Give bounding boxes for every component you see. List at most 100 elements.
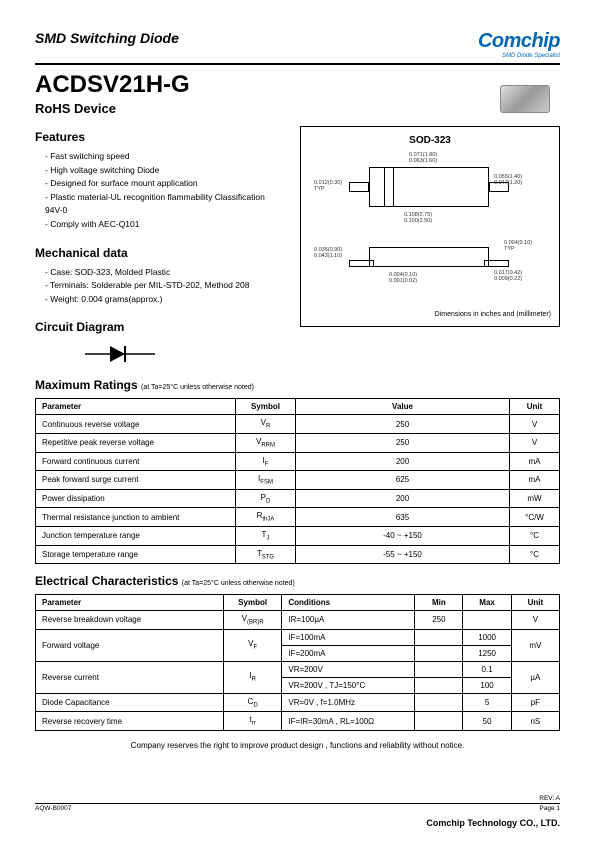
cell-max <box>463 611 511 630</box>
cell-max: 5 <box>463 693 511 712</box>
feature-item: Designed for surface mount application <box>45 177 285 191</box>
logo-text: Comchip <box>478 30 560 53</box>
cell-symbol: VRRM <box>236 433 296 452</box>
cell-param: Forward voltage <box>36 629 224 661</box>
cell-param: Power dissipation <box>36 489 236 508</box>
package-outline: SOD-323 0.071(1.80)0.063(1.60) 0.055(1.4… <box>300 126 560 327</box>
cell-param: Reverse breakdown voltage <box>36 611 224 630</box>
table-row: Continuous reverse voltage VR 250 V <box>36 415 560 434</box>
cell-value: -40 ~ +150 <box>296 526 510 545</box>
dim-label: 0.035(0.90)0.043(1.10) <box>314 247 342 259</box>
cell-value: 250 <box>296 433 510 452</box>
cell-symbol: TJ <box>236 526 296 545</box>
header-row: SMD Switching Diode Comchip SMD Diode Sp… <box>35 30 560 65</box>
dim-label: 0.012(0.30)TYP <box>314 180 342 192</box>
dim-label: 0.108(2.75)0.100(2.50) <box>404 212 432 224</box>
footer-note: Company reserves the right to improve pr… <box>35 741 560 750</box>
product-image <box>500 85 550 113</box>
table-row: Forward continuous current IF 200 mA <box>36 452 560 471</box>
table-header-row: Parameter Symbol Value Unit <box>36 399 560 415</box>
table-row: Reverse breakdown voltageV(BR)RIR=100µA2… <box>36 611 560 630</box>
cell-unit: nS <box>511 712 559 731</box>
th-cond: Conditions <box>282 595 415 611</box>
cell-unit: V <box>511 611 559 630</box>
left-column: Features Fast switching speed High volta… <box>35 116 285 368</box>
dim-label: 0.004(0.10)TYP <box>504 240 532 252</box>
cell-min <box>415 629 463 645</box>
cell-unit: °C <box>510 526 560 545</box>
cell-unit: V <box>510 433 560 452</box>
circuit-title: Circuit Diagram <box>35 320 285 334</box>
cell-param: Peak forward surge current <box>36 471 236 490</box>
cell-symbol: IF <box>236 452 296 471</box>
part-number: ACDSV21H-G <box>35 71 560 99</box>
cell-param: Diode Capacitance <box>36 693 224 712</box>
cell-value: 250 <box>296 415 510 434</box>
cell-cond: VR=200V <box>282 661 415 677</box>
table-header-row: Parameter Symbol Conditions Min Max Unit <box>36 595 560 611</box>
cell-symbol: VF <box>223 629 281 661</box>
th-unit: Unit <box>510 399 560 415</box>
cell-max: 1000 <box>463 629 511 645</box>
cell-max: 1250 <box>463 645 511 661</box>
cell-value: 625 <box>296 471 510 490</box>
cell-param: Reverse recovery time <box>36 712 224 731</box>
cell-cond: IR=100µA <box>282 611 415 630</box>
th-param: Parameter <box>36 595 224 611</box>
th-unit: Unit <box>511 595 559 611</box>
table-row: Diode CapacitanceCDVR=0V , f=1.0MHz5pF <box>36 693 560 712</box>
footer-page: Page 1 <box>539 805 560 812</box>
elec-char-table: Parameter Symbol Conditions Min Max Unit… <box>35 594 560 731</box>
cell-param: Junction temperature range <box>36 526 236 545</box>
cell-min <box>415 645 463 661</box>
dim-label: 0.017(0.42)0.009(0.22) <box>494 270 522 282</box>
cell-cond: IF=200mA <box>282 645 415 661</box>
table-row: Junction temperature range TJ -40 ~ +150… <box>36 526 560 545</box>
cell-unit: °C <box>510 545 560 564</box>
cell-value: 200 <box>296 452 510 471</box>
content-columns: Features Fast switching speed High volta… <box>35 116 560 368</box>
table-row: Storage temperature range TSTG -55 ~ +15… <box>36 545 560 564</box>
table-row: Peak forward surge current IFSM 625 mA <box>36 471 560 490</box>
cell-param: Thermal resistance junction to ambient <box>36 508 236 527</box>
cell-symbol: TSTG <box>236 545 296 564</box>
cell-value: 200 <box>296 489 510 508</box>
cell-param: Repetitive peak reverse voltage <box>36 433 236 452</box>
cell-unit: mA <box>510 452 560 471</box>
cell-symbol: IR <box>223 661 281 693</box>
cell-unit: °C/W <box>510 508 560 527</box>
rohs-label: RoHS Device <box>35 101 560 116</box>
th-param: Parameter <box>36 399 236 415</box>
cell-value: -55 ~ +150 <box>296 545 510 564</box>
th-symbol: Symbol <box>236 399 296 415</box>
feature-item: Plastic material-UL recognition flammabi… <box>45 191 265 218</box>
cell-symbol: trr <box>223 712 281 731</box>
product-category: SMD Switching Diode <box>35 30 179 46</box>
diode-symbol-icon <box>85 342 285 368</box>
cell-min: 250 <box>415 611 463 630</box>
cell-unit: mW <box>510 489 560 508</box>
dim-label: 0.071(1.80)0.063(1.60) <box>409 152 437 164</box>
elec-char-title: Electrical Characteristics (at Ta=25°C u… <box>35 574 560 588</box>
table-row: Thermal resistance junction to ambient R… <box>36 508 560 527</box>
cell-unit: mV <box>511 629 559 661</box>
feature-item: High voltage switching Diode <box>45 164 285 178</box>
cell-min <box>415 661 463 677</box>
th-value: Value <box>296 399 510 415</box>
cell-value: 635 <box>296 508 510 527</box>
cell-param: Reverse current <box>36 661 224 693</box>
cell-max: 100 <box>463 677 511 693</box>
features-title: Features <box>35 130 285 144</box>
cell-unit: µA <box>511 661 559 693</box>
cell-cond: VR=200V , TJ=150°C <box>282 677 415 693</box>
cell-symbol: PD <box>236 489 296 508</box>
package-title: SOD-323 <box>309 135 551 146</box>
cell-param: Continuous reverse voltage <box>36 415 236 434</box>
cell-unit: pF <box>511 693 559 712</box>
cell-symbol: RthJA <box>236 508 296 527</box>
cell-max: 0.1 <box>463 661 511 677</box>
footer-company: Comchip Technology CO., LTD. <box>426 818 560 828</box>
cell-param: Forward continuous current <box>36 452 236 471</box>
feature-item: Fast switching speed <box>45 150 285 164</box>
package-note: Dimensions in inches and (millimeter) <box>309 311 551 318</box>
